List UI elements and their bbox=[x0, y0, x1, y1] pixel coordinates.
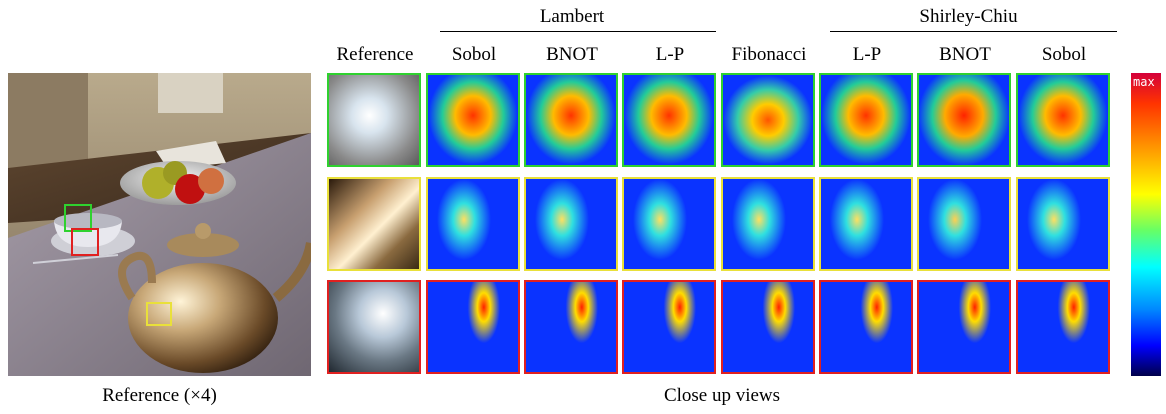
closeup-yellow-bnot-lambert bbox=[524, 177, 618, 271]
closeup-green-fibonacci bbox=[721, 73, 815, 167]
closeup-green-lp-shirley bbox=[819, 73, 913, 167]
closeup-green-sobol-shirley bbox=[1016, 73, 1110, 167]
closeup-red-fibonacci bbox=[721, 280, 815, 374]
group-shirley-chiu: Shirley-Chiu bbox=[919, 6, 1018, 27]
col-header-sobol-shirley: Sobol bbox=[1041, 44, 1087, 65]
col-header-reference: Reference bbox=[336, 44, 414, 65]
group-lambert: Lambert bbox=[539, 6, 605, 27]
closeup-green-bnot-lambert bbox=[524, 73, 618, 167]
closeup-green-bnot-shirley bbox=[917, 73, 1011, 167]
colorbar-max-label: max bbox=[1133, 75, 1155, 89]
closeup-red-bnot-shirley bbox=[917, 280, 1011, 374]
closeup-red-sobol-lambert bbox=[426, 280, 520, 374]
closeup-green-sobol-lambert bbox=[426, 73, 520, 167]
closeup-red-lp-shirley bbox=[819, 280, 913, 374]
col-header-sobol-lambert: Sobol bbox=[451, 44, 497, 65]
closeup-green-lp-lambert bbox=[622, 73, 716, 167]
closeup-red-sobol-shirley bbox=[1016, 280, 1110, 374]
col-header-fibonacci: Fibonacci bbox=[731, 44, 807, 65]
closeup-yellow-lp-lambert bbox=[622, 177, 716, 271]
closeup-red-reference bbox=[327, 280, 421, 374]
closeup-yellow-bnot-shirley bbox=[917, 177, 1011, 271]
group-shirley-chiu-rule bbox=[830, 31, 1117, 32]
col-header-lp-lambert: L-P bbox=[655, 44, 685, 65]
closeup-red-lp-lambert bbox=[622, 280, 716, 374]
col-header-bnot-shirley: BNOT bbox=[939, 44, 991, 65]
closeup-yellow-reference bbox=[327, 177, 421, 271]
closeup-grid bbox=[327, 73, 1117, 376]
caption-closeups: Close up views bbox=[663, 385, 781, 406]
closeup-red-bnot-lambert bbox=[524, 280, 618, 374]
caption-reference: Reference (×4) bbox=[102, 385, 217, 406]
closeup-yellow-lp-shirley bbox=[819, 177, 913, 271]
closeup-green-reference bbox=[327, 73, 421, 167]
col-header-lp-shirley: L-P bbox=[852, 44, 882, 65]
error-colorbar bbox=[1131, 73, 1161, 376]
reference-scene-image bbox=[8, 73, 311, 376]
group-lambert-rule bbox=[440, 31, 716, 32]
col-header-bnot-lambert: BNOT bbox=[546, 44, 598, 65]
closeup-yellow-sobol-lambert bbox=[426, 177, 520, 271]
closeup-yellow-fibonacci bbox=[721, 177, 815, 271]
closeup-yellow-sobol-shirley bbox=[1016, 177, 1110, 271]
